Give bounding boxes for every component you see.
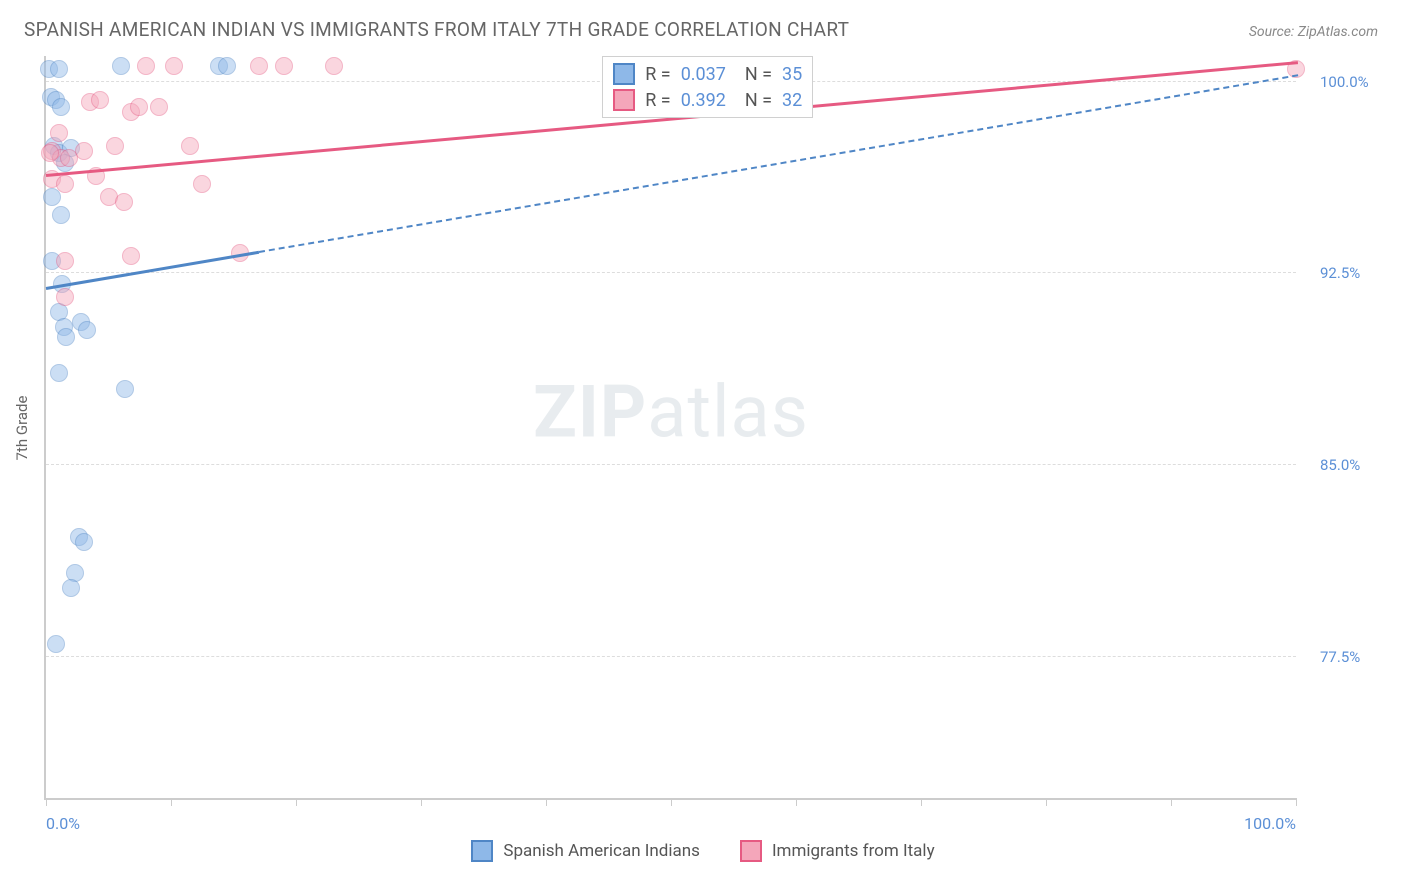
x-tick-label: 100.0% — [1244, 814, 1296, 833]
data-point — [50, 60, 68, 78]
r-value: 0.392 — [681, 90, 726, 111]
x-tick — [671, 798, 672, 806]
x-tick-label: 0.0% — [46, 814, 80, 833]
data-point — [122, 247, 140, 265]
legend-item: Immigrants from Italy — [740, 840, 935, 862]
correlation-row: R = 0.037 N = 35 — [613, 61, 802, 87]
header: SPANISH AMERICAN INDIAN VS IMMIGRANTS FR… — [0, 0, 1406, 47]
data-point — [250, 57, 268, 75]
y-tick-label: 92.5% — [1320, 264, 1360, 282]
data-point — [50, 364, 68, 382]
data-point — [218, 57, 236, 75]
n-value: 35 — [782, 64, 802, 85]
n-value: 32 — [782, 90, 802, 111]
data-point — [112, 57, 130, 75]
data-point — [115, 193, 133, 211]
legend-label: Spanish American Indians — [503, 841, 700, 861]
data-point — [137, 57, 155, 75]
legend-label: Immigrants from Italy — [772, 841, 935, 861]
x-tick — [421, 798, 422, 806]
data-point — [165, 57, 183, 75]
n-label: N = — [736, 90, 772, 111]
data-point — [116, 380, 134, 398]
source-attribution: Source: ZipAtlas.com — [1249, 24, 1378, 40]
watermark: ZIPatlas — [533, 370, 809, 455]
x-tick — [1046, 798, 1047, 806]
r-value: 0.037 — [681, 64, 726, 85]
data-point — [52, 98, 70, 116]
data-point — [56, 175, 74, 193]
r-label: R = — [645, 90, 670, 111]
legend-swatch — [471, 840, 493, 862]
data-point — [47, 635, 65, 653]
correlation-row: R = 0.392 N = 32 — [613, 87, 802, 113]
data-point — [325, 57, 343, 75]
data-point — [41, 144, 59, 162]
data-point — [56, 252, 74, 270]
data-point — [181, 137, 199, 155]
gridline-h — [46, 656, 1296, 657]
x-tick — [46, 798, 47, 806]
data-point — [57, 328, 75, 346]
gridline-h — [46, 464, 1296, 465]
watermark-bold: ZIP — [533, 370, 647, 455]
data-point — [62, 579, 80, 597]
data-point — [60, 149, 78, 167]
x-tick — [796, 798, 797, 806]
data-point — [106, 137, 124, 155]
x-tick — [921, 798, 922, 806]
data-point — [150, 98, 168, 116]
trend-line — [46, 251, 259, 290]
data-point — [50, 124, 68, 142]
x-tick — [1171, 798, 1172, 806]
y-tick-label: 100.0% — [1320, 73, 1369, 91]
x-tick — [1296, 798, 1297, 806]
y-tick-label: 77.5% — [1320, 648, 1360, 666]
y-tick-label: 85.0% — [1320, 456, 1360, 474]
data-point — [75, 533, 93, 551]
r-label: R = — [645, 64, 670, 85]
x-tick — [546, 798, 547, 806]
data-point — [52, 206, 70, 224]
gridline-h — [46, 272, 1296, 273]
data-point — [130, 98, 148, 116]
data-point — [78, 321, 96, 339]
correlation-legend: R = 0.037 N = 35R = 0.392 N = 32 — [602, 56, 813, 118]
plot-region: ZIPatlas 77.5%85.0%92.5%100.0%0.0%100.0%… — [44, 56, 1296, 800]
y-axis-label: 7th Grade — [13, 396, 31, 461]
n-label: N = — [736, 64, 772, 85]
legend-swatch — [740, 840, 762, 862]
legend-swatch — [613, 63, 635, 85]
chart-area: 7th Grade ZIPatlas 77.5%85.0%92.5%100.0%… — [44, 56, 1296, 800]
x-tick — [171, 798, 172, 806]
data-point — [91, 91, 109, 109]
data-point — [275, 57, 293, 75]
chart-title: SPANISH AMERICAN INDIAN VS IMMIGRANTS FR… — [24, 18, 849, 41]
legend-swatch — [613, 89, 635, 111]
bottom-legend: Spanish American Indians Immigrants from … — [0, 840, 1406, 862]
legend-item: Spanish American Indians — [471, 840, 700, 862]
watermark-rest: atlas — [647, 370, 809, 455]
data-point — [193, 175, 211, 193]
data-point — [56, 288, 74, 306]
x-tick — [296, 798, 297, 806]
